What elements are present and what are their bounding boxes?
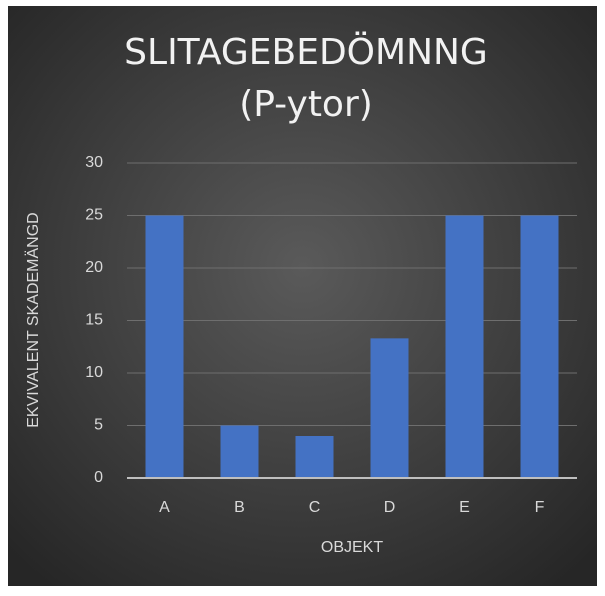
y-axis-label: EKVIVALENT SKADEMÄNGD <box>24 212 42 427</box>
bar <box>370 338 409 478</box>
bar <box>145 215 184 478</box>
x-tick-label: E <box>459 499 470 516</box>
x-tick-label: C <box>309 499 321 516</box>
x-tick-label: D <box>384 499 396 516</box>
y-tick-label: 25 <box>85 207 103 224</box>
bar <box>445 215 484 478</box>
y-tick-label: 15 <box>85 312 103 329</box>
y-tick-label: 5 <box>94 417 103 434</box>
y-tick-label: 10 <box>85 364 103 381</box>
bar <box>220 425 259 478</box>
x-tick-label: A <box>159 499 170 516</box>
y-tick-label: 20 <box>85 259 103 276</box>
y-tick-label: 0 <box>94 469 103 486</box>
x-tick-label: F <box>535 499 545 516</box>
x-tick-label: B <box>234 499 245 516</box>
bar <box>520 215 559 478</box>
chart-title: (P-ytor) <box>239 84 373 125</box>
chart-title: SLITAGEBEDÖMNNG <box>124 31 488 73</box>
x-axis-label: OBJEKT <box>321 539 383 556</box>
chart-background <box>8 6 597 586</box>
bar <box>295 436 334 478</box>
y-tick-label: 30 <box>85 154 103 171</box>
